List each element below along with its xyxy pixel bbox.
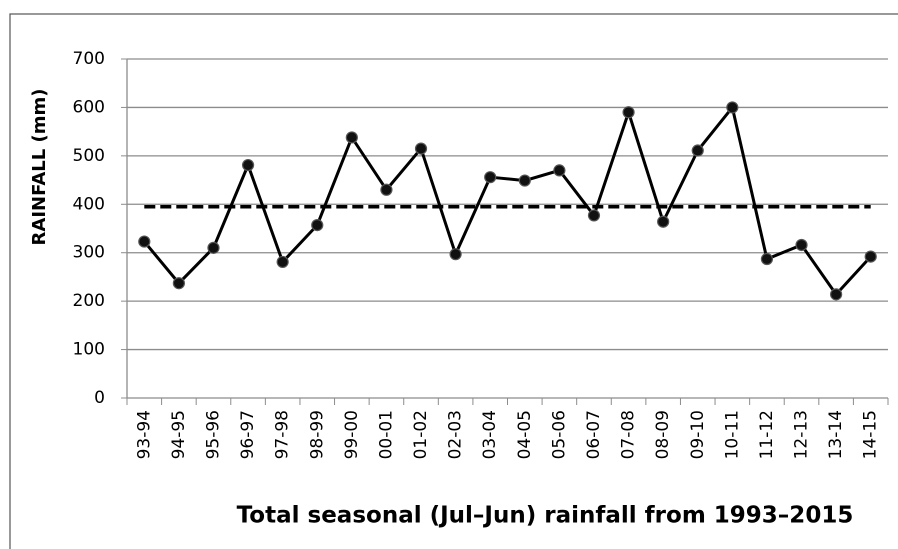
y-tick-label: 200 (73, 291, 105, 311)
x-tick-label: 03-04 (480, 410, 500, 459)
chart-title: Total seasonal (Jul–Jun) rainfall from 1… (237, 503, 854, 529)
x-tick-label: 94-95 (169, 410, 189, 459)
x-tick-label: 07-08 (619, 410, 639, 459)
x-tick-label: 02-03 (446, 410, 466, 459)
x-tick-label: 96-97 (238, 410, 258, 459)
x-tick-label: 04-05 (515, 410, 535, 459)
data-point (172, 277, 185, 290)
data-point (138, 235, 151, 248)
data-point (518, 174, 531, 187)
x-tick-label: 13-14 (826, 410, 846, 459)
data-line (143, 104, 872, 297)
x-tick-label: 10-11 (722, 410, 742, 459)
data-point (414, 142, 428, 155)
data-point (484, 171, 497, 184)
x-tick-label: 08-09 (653, 410, 673, 459)
x-tick-label: 95-96 (203, 410, 223, 459)
x-tick-label: 00-01 (376, 410, 396, 459)
data-point (207, 241, 220, 254)
data-point (726, 101, 739, 114)
y-tick-label: 600 (73, 97, 105, 117)
data-point (553, 164, 566, 177)
x-tick-label: 12-13 (792, 410, 812, 459)
data-point (380, 183, 393, 196)
x-tick-label: 09-10 (688, 410, 708, 459)
x-tick-label: 05-06 (549, 410, 569, 459)
x-tick-label: 06-07 (584, 410, 604, 459)
x-tick-label: 14-15 (861, 410, 881, 459)
data-point (864, 250, 877, 263)
data-point (691, 144, 704, 157)
data-point (276, 255, 289, 269)
y-tick-label: 700 (73, 49, 105, 69)
data-point (830, 288, 843, 301)
y-tick-label: 500 (73, 146, 105, 166)
data-point (449, 248, 462, 261)
data-point (345, 131, 358, 144)
x-tick-label: 93-94 (134, 410, 154, 459)
x-tick-label: 99-00 (342, 410, 362, 459)
chart-frame (9, 13, 898, 549)
x-tick-label: 01-02 (411, 410, 431, 459)
data-point (760, 252, 774, 266)
data-point (241, 158, 255, 172)
y-tick-label: 400 (73, 194, 105, 214)
data-point (622, 106, 635, 119)
x-tick-label: 97-98 (273, 410, 293, 459)
data-point (657, 215, 670, 228)
data-point (795, 238, 808, 252)
y-tick-label: 0 (94, 388, 105, 408)
data-point (587, 209, 601, 222)
data-point (311, 219, 324, 232)
x-tick-label: 98-99 (307, 410, 327, 459)
y-axis-label: RAINFALL (mm) (29, 89, 50, 246)
y-tick-label: 300 (73, 243, 105, 263)
y-tick-label: 100 (73, 340, 105, 360)
x-tick-label: 11-12 (757, 410, 777, 459)
